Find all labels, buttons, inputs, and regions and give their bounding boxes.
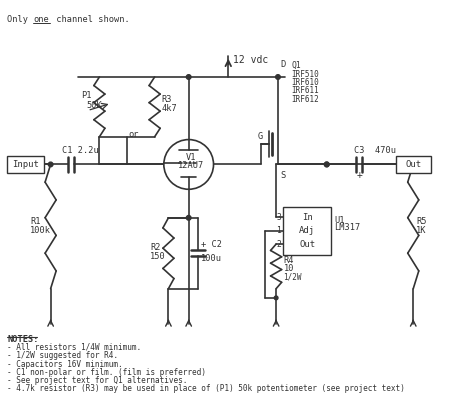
- Text: IRF510: IRF510: [292, 70, 319, 79]
- Text: V1: V1: [186, 152, 197, 162]
- Text: R1: R1: [30, 216, 41, 226]
- Text: 4k7: 4k7: [161, 104, 177, 113]
- Text: S: S: [281, 171, 286, 180]
- Circle shape: [324, 162, 329, 167]
- Text: In: In: [302, 213, 313, 222]
- Text: Q1: Q1: [292, 62, 301, 70]
- Bar: [8, 156, 44, 173]
- Text: 1K: 1K: [416, 226, 427, 235]
- Text: Only: Only: [8, 14, 34, 24]
- Circle shape: [324, 162, 329, 167]
- Text: 10: 10: [283, 264, 294, 273]
- Text: - See project text for Q1 alternatives.: - See project text for Q1 alternatives.: [8, 376, 188, 385]
- Text: U1: U1: [334, 216, 345, 225]
- Text: R2: R2: [150, 243, 161, 252]
- Text: R4: R4: [283, 256, 294, 265]
- Text: IRF611: IRF611: [292, 86, 319, 95]
- Text: 100u: 100u: [201, 254, 222, 263]
- Text: Out: Out: [405, 160, 421, 169]
- Text: or: or: [129, 130, 139, 140]
- Text: - Capacitors 16V minimum.: - Capacitors 16V minimum.: [8, 360, 123, 368]
- Bar: [396, 156, 431, 173]
- Text: 12 vdc: 12 vdc: [233, 54, 268, 64]
- Text: channel shown.: channel shown.: [51, 14, 129, 24]
- Text: 100k: 100k: [30, 226, 51, 235]
- Circle shape: [48, 162, 53, 167]
- Text: 1: 1: [276, 226, 281, 235]
- Text: G: G: [258, 132, 263, 141]
- Circle shape: [276, 75, 280, 79]
- Text: IRF612: IRF612: [292, 94, 319, 104]
- Text: Input: Input: [12, 160, 39, 169]
- Text: R3: R3: [161, 95, 172, 104]
- Text: - All resistors 1/4W minimum.: - All resistors 1/4W minimum.: [8, 343, 141, 352]
- Text: 12AU7: 12AU7: [178, 161, 205, 170]
- Text: 3: 3: [276, 213, 281, 222]
- Text: + C2: + C2: [201, 240, 222, 248]
- Text: Adj: Adj: [300, 226, 316, 235]
- Text: 2: 2: [276, 240, 281, 248]
- Circle shape: [186, 216, 191, 220]
- Text: - C1 non-polar or film. (film is preferred): - C1 non-polar or film. (film is preferr…: [8, 368, 206, 377]
- Text: P1: P1: [81, 91, 91, 100]
- Text: LM317: LM317: [334, 223, 360, 232]
- Text: NOTES:: NOTES:: [8, 335, 39, 344]
- Text: C1 2.2u: C1 2.2u: [62, 146, 99, 155]
- Text: 1/2W: 1/2W: [283, 273, 302, 282]
- Bar: [283, 207, 331, 255]
- Text: +: +: [357, 170, 363, 180]
- Text: IRF610: IRF610: [292, 78, 319, 87]
- Circle shape: [186, 75, 191, 79]
- Text: 50K: 50K: [87, 100, 102, 110]
- Text: one: one: [33, 14, 49, 24]
- Circle shape: [274, 296, 278, 300]
- Text: Out: Out: [300, 240, 316, 248]
- Text: 150: 150: [150, 252, 166, 262]
- Text: - 1/2W suggested for R4.: - 1/2W suggested for R4.: [8, 351, 118, 360]
- Text: C3  470u: C3 470u: [355, 146, 396, 155]
- Circle shape: [164, 140, 213, 189]
- Text: R5: R5: [416, 216, 427, 226]
- Text: - 4.7k resistor (R3) may be used in place of (P1) 50k potentiometer (see project: - 4.7k resistor (R3) may be used in plac…: [8, 384, 405, 393]
- Text: D: D: [281, 60, 286, 69]
